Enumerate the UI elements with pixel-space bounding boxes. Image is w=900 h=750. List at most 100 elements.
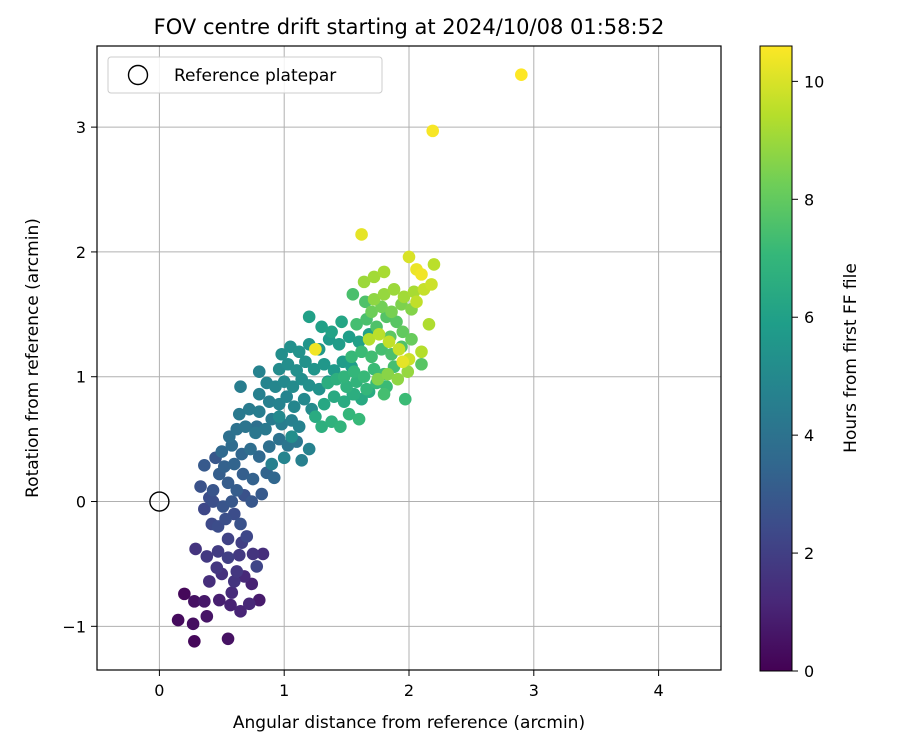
data-point <box>259 422 272 436</box>
data-point <box>372 327 386 341</box>
data-point <box>234 517 247 531</box>
data-point <box>309 342 322 356</box>
data-point <box>206 495 220 508</box>
data-point <box>171 613 185 627</box>
legend-marker-open-circle <box>127 64 149 86</box>
data-point <box>327 390 341 403</box>
data-point <box>315 420 328 433</box>
data-point <box>206 483 220 497</box>
data-point <box>422 318 436 331</box>
data-point <box>217 460 231 473</box>
data-point <box>426 124 440 138</box>
data-point <box>178 587 191 601</box>
data-point <box>367 270 381 284</box>
data-point <box>295 454 308 467</box>
data-point <box>262 440 276 453</box>
y-axis-label: Rotation from reference (arcmin) <box>23 218 43 498</box>
data-point <box>255 487 269 501</box>
data-point <box>402 250 416 264</box>
data-point <box>335 315 348 329</box>
data-point <box>345 350 358 364</box>
colorbar-tick-label: 0 <box>804 662 814 681</box>
data-point <box>377 387 391 401</box>
data-point <box>390 315 403 329</box>
data-point <box>415 268 428 281</box>
data-point <box>407 285 421 299</box>
y-tick-label: 0 <box>76 493 86 512</box>
data-point <box>211 545 225 558</box>
data-point <box>392 342 406 356</box>
data-point <box>252 405 266 418</box>
data-point <box>234 380 247 394</box>
data-point <box>385 305 398 319</box>
data-point <box>360 382 373 396</box>
data-point <box>346 288 360 301</box>
data-point <box>337 395 351 408</box>
colorbar: 0 2 4 6 8 10 Hours from first FF file <box>759 45 861 681</box>
data-point <box>252 450 266 463</box>
colorbar-tick-label: 8 <box>804 190 814 209</box>
data-point <box>267 471 281 485</box>
y-tick-label: 2 <box>76 243 86 262</box>
legend: Reference platepar <box>107 56 383 94</box>
data-point <box>272 410 286 423</box>
data-point <box>249 426 262 440</box>
data-point <box>292 345 306 359</box>
data-point <box>340 380 353 394</box>
data-point <box>398 392 412 406</box>
x-tick-label: 4 <box>654 681 664 700</box>
data-point <box>230 565 244 578</box>
x-tick-label: 3 <box>529 681 539 700</box>
data-point <box>401 365 415 379</box>
y-axis-ticks: −1 0 1 2 3 <box>62 118 97 636</box>
data-point <box>381 367 395 381</box>
data-point <box>391 372 405 386</box>
data-point <box>242 597 256 611</box>
data-point <box>325 325 338 339</box>
data-points <box>171 68 528 648</box>
data-point <box>387 283 401 296</box>
data-point <box>425 278 438 291</box>
data-point <box>232 407 246 421</box>
legend-label: Reference platepar <box>174 66 336 86</box>
data-point <box>194 480 207 493</box>
data-point <box>352 335 366 349</box>
data-point <box>371 372 385 386</box>
colorbar-label: Hours from first FF file <box>841 263 861 453</box>
data-point <box>227 457 241 471</box>
data-point <box>200 550 214 563</box>
data-point <box>198 459 211 472</box>
data-point <box>252 387 266 401</box>
y-tick-label: −1 <box>62 617 86 636</box>
data-point <box>198 595 211 608</box>
data-point <box>250 560 264 573</box>
data-point <box>240 530 254 543</box>
data-point <box>415 345 428 359</box>
data-point <box>227 575 241 588</box>
data-point <box>221 532 235 546</box>
y-tick-label: 3 <box>76 118 86 137</box>
data-point <box>285 430 298 443</box>
data-point <box>357 275 371 289</box>
data-point <box>342 407 356 421</box>
data-point <box>297 392 311 406</box>
reference-platepar-marker <box>149 491 170 512</box>
data-point <box>219 512 232 526</box>
data-point <box>299 355 312 369</box>
data-point <box>342 330 356 344</box>
data-point <box>355 228 368 241</box>
data-point <box>225 586 239 599</box>
data-point <box>312 382 326 396</box>
data-point <box>337 370 351 384</box>
data-point <box>307 362 321 376</box>
data-point <box>302 379 316 392</box>
colorbar-tick-label: 6 <box>804 308 814 327</box>
reference-marker-layer <box>149 491 170 512</box>
data-point <box>277 451 291 465</box>
data-point <box>236 467 250 481</box>
data-point <box>242 402 256 416</box>
data-point <box>225 495 239 508</box>
data-point <box>315 320 328 334</box>
colorbar-bar <box>759 45 793 672</box>
